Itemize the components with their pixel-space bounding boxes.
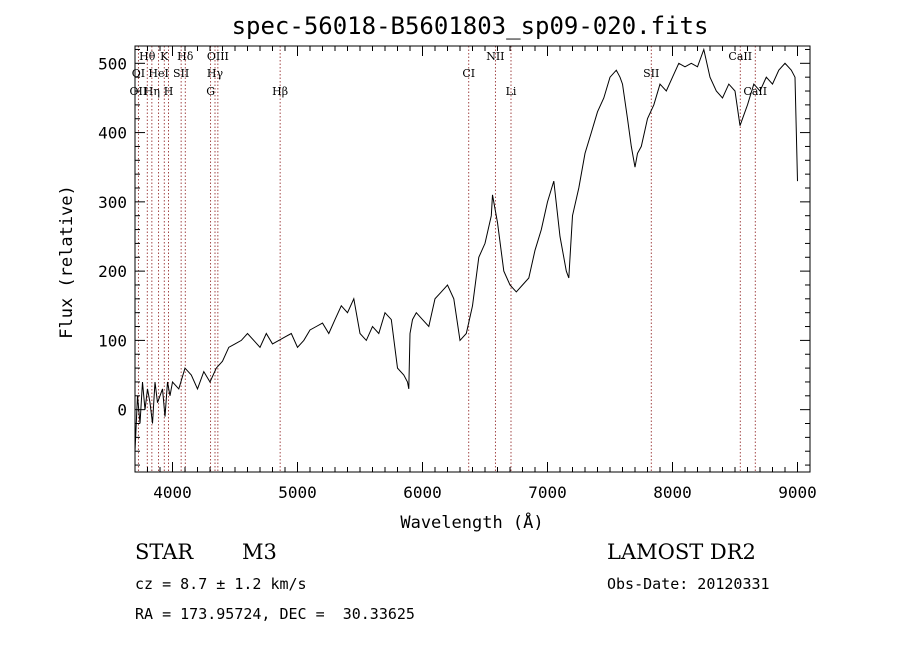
y-tick-label: 200 [98,262,127,281]
spectral-line-label: CI [462,67,475,80]
obs-date: Obs-Date: 20120331 [607,575,770,593]
spectral-line-label: Li [506,85,517,98]
spectral-line-label: NII [486,50,504,63]
plot-frame [134,45,811,473]
spectral-line-label: Hγ [207,67,224,80]
spectral-line-label: OIII [207,50,229,63]
spectral-line-label: Hδ [177,50,194,63]
x-tick-label: 9000 [778,483,817,502]
spectral-line-label: SII [173,67,189,80]
spectral-line-label: Hθ [139,50,156,63]
spectral-line-label: SII [643,67,659,80]
subclass: M3 [242,540,277,564]
y-tick-label: 500 [98,54,127,73]
redshift-text: cz = 8.7 ± 1.2 km/s [135,575,307,593]
x-axis-label: Wavelength (Å) [400,511,543,533]
spectral-line-markers [137,46,756,472]
spectral-line-label: H [164,85,174,98]
y-tick-labels: 0 100 200 300 400 500 [98,54,127,419]
object-class: STAR [135,540,194,564]
spectral-line-label: CaII [728,50,752,63]
spectral-line-label: OI [132,67,145,80]
spectral-line-label: Hβ [272,85,288,98]
x-tick-labels: 4000 5000 6000 7000 8000 9000 [153,483,817,502]
x-tick-label: 7000 [528,483,567,502]
y-axis-label: Flux (relative) [57,185,77,339]
spectral-line-label: K [160,50,169,63]
spectral-line-label: CaII [743,85,767,98]
x-tick-label: 6000 [403,483,442,502]
series-line-flux [134,47,798,452]
spectral-line-label: Hη [144,85,160,98]
y-tick-label: 400 [98,124,127,143]
spectral-line-label: G [206,85,215,98]
x-tick-label: 4000 [153,483,192,502]
x-tick-label: 5000 [278,483,317,502]
coordinates: RA = 173.95724, DEC = 30.33625 [135,605,415,623]
y-tick-label: 300 [98,193,127,212]
y-tick-label: 0 [117,401,127,420]
x-tick-label: 8000 [653,483,692,502]
survey-name: LAMOST DR2 [607,540,756,564]
spectral-line-label: HeI [148,67,168,80]
y-tick-label: 100 [98,331,127,350]
chart-title: spec-56018-B5601803_sp09-020.fits [232,12,709,40]
axis-ticks [134,46,811,472]
